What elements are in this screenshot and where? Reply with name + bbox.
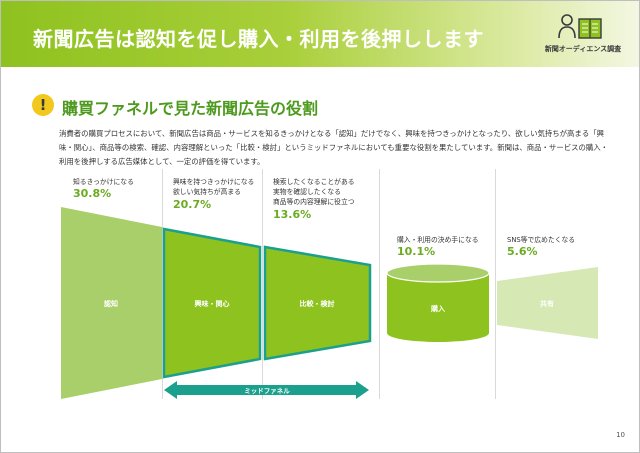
column-divider: [262, 169, 263, 399]
logo: 新聞オーディエンス調査: [537, 11, 629, 59]
funnel-stage-share: [497, 267, 598, 339]
column-divider: [162, 169, 163, 399]
body-paragraph: 消費者の購買プロセスにおいて、新聞広告は商品・サービスを知るきっかけとなる「認知…: [59, 129, 609, 166]
mid-funnel-arrow: [164, 381, 369, 399]
header-banner: 新聞広告は認知を促し購入・利用を後押しします 新聞オーディエンス調査: [1, 1, 639, 67]
stage-1-description: 知るきっかけになる: [73, 178, 134, 186]
stage-3-description: 検索したくなることがある 実物を確認したくなる 商品等の内容理解に役立つ: [273, 178, 355, 206]
stage-5-value: 5.6%: [507, 245, 538, 258]
funnel-stage-comparison: [263, 245, 372, 361]
stage-3-value: 13.6%: [273, 208, 312, 221]
exclamation-icon: !: [32, 94, 54, 116]
funnel-stage-awareness-label: 認知: [104, 299, 118, 308]
section-title: 購買ファネルで見た新聞広告の役割: [62, 99, 319, 118]
page-number: 10: [616, 431, 625, 439]
funnel-stage-interest: [162, 227, 262, 379]
stage-2-value: 20.7%: [173, 198, 212, 211]
mid-funnel-label: ミッドファネル: [244, 387, 290, 395]
column-divider: [379, 169, 380, 399]
funnel-stage-purchase-top: [386, 263, 490, 283]
stage-2-description: 興味を持つきっかけになる 欲しい気持ちが高まる: [173, 178, 255, 196]
stage-1-value: 30.8%: [73, 187, 112, 200]
stage-4-value: 10.1%: [397, 245, 436, 258]
funnel-stage-share-label: 共有: [540, 299, 554, 308]
column-divider: [495, 169, 496, 399]
funnel-stage-purchase: [387, 273, 489, 342]
stage-5-description: SNS等で広めたくなる: [507, 236, 576, 244]
stage-4-description: 購入・利用の決め手になる: [397, 236, 479, 244]
funnel-stage-comparison-label: 比較・検討: [300, 299, 335, 308]
funnel-stage-awareness: [61, 207, 162, 399]
funnel-stage-interest-label: 興味・関心: [195, 299, 230, 308]
logo-text: 新聞オーディエンス調査: [544, 45, 622, 53]
reader-book-icon: [558, 14, 602, 39]
page-title: 新聞広告は認知を促し購入・利用を後押しします: [33, 27, 484, 51]
funnel-stage-purchase-label: 購入: [430, 304, 445, 313]
